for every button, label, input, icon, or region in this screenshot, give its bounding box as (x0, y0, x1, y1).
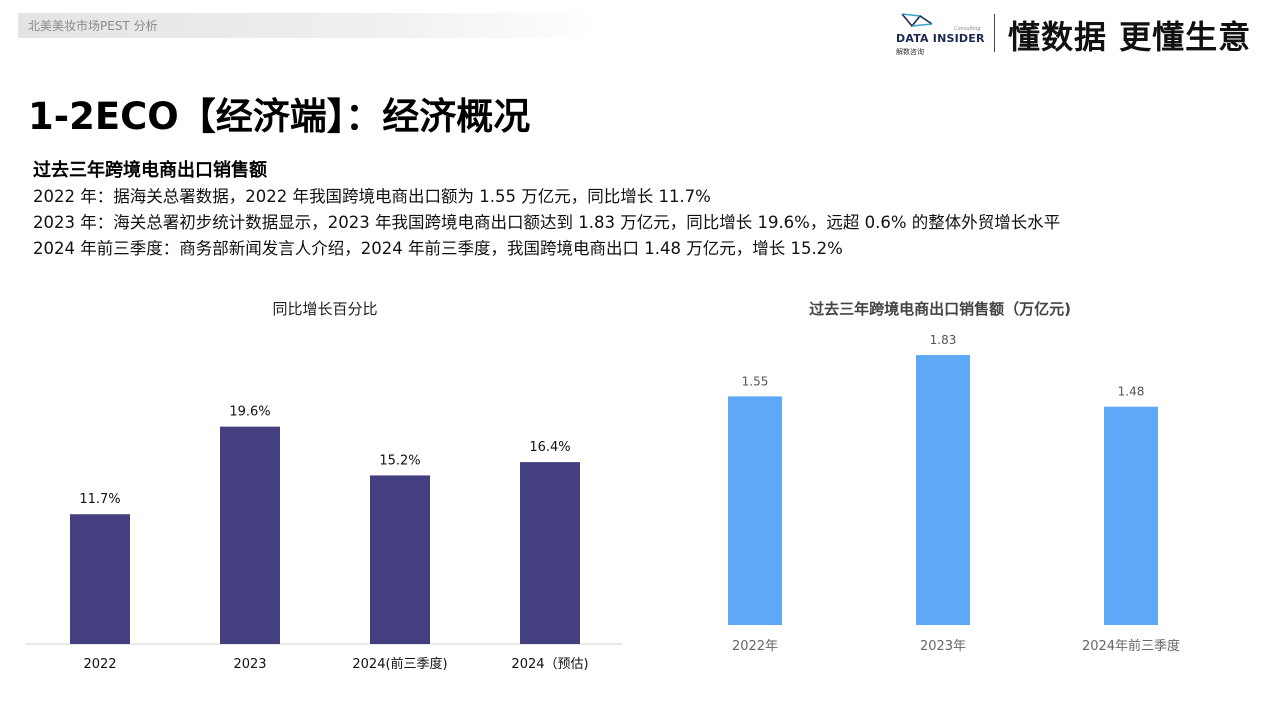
logo-consulting-text: Consulting (954, 26, 981, 32)
sales-bar-0 (728, 396, 782, 625)
page-title: 1-2ECO【经济端】：经济概况 (28, 95, 531, 138)
summary-paragraph-2024: 2024 年前三季度：商务部新闻发言人介绍，2024 年前三季度，我国跨境电商出… (33, 239, 843, 258)
growth-category-label-0: 2022 (83, 657, 116, 672)
sales-chart-title: 过去三年跨境电商出口销售额（万亿元) (809, 300, 1071, 318)
growth-category-label-3: 2024（预估) (511, 657, 588, 672)
growth-bar-1 (220, 426, 280, 644)
growth-value-label-1: 19.6% (229, 405, 270, 420)
logo-mark-icon (901, 13, 933, 28)
growth-category-label-1: 2023 (233, 657, 266, 672)
sales-value-label-0: 1.55 (742, 374, 769, 388)
growth-bar-2 (370, 475, 430, 644)
breadcrumb-bar: 北美美妆市场PEST 分析 (18, 13, 603, 38)
growth-chart-title: 同比增长百分比 (272, 300, 377, 318)
brand-divider (994, 14, 995, 52)
growth-category-label-2: 2024(前三季度) (352, 656, 447, 672)
sales-category-label-2: 2024年前三季度 (1082, 638, 1180, 654)
logo-name: DATA INSIDER (896, 32, 985, 45)
summary-block: 过去三年跨境电商出口销售额 2022 年：据海关总署数据，2022 年我国跨境电… (33, 157, 1253, 262)
sales-bar-1 (916, 355, 970, 625)
summary-paragraph-2022: 2022 年：据海关总署数据，2022 年我国跨境电商出口额为 1.55 万亿元… (33, 187, 711, 206)
slogan: 懂数据 更懂生意 (1008, 18, 1252, 56)
company-logo: Consulting DATA INSIDER 解数咨询 (896, 10, 986, 56)
logo-cn-name: 解数咨询 (896, 48, 924, 56)
growth-bar-3 (520, 462, 580, 644)
export-sales-chart: 过去三年跨境电商出口销售额（万亿元) 1.55 2022年 1.83 2023年 1.48… (660, 290, 1280, 690)
growth-value-label-3: 16.4% (529, 440, 570, 455)
growth-value-label-2: 15.2% (379, 453, 420, 468)
summary-heading: 过去三年跨境电商出口销售额 (33, 160, 267, 181)
growth-bar-0 (70, 514, 130, 644)
growth-value-label-0: 11.7% (79, 492, 120, 507)
sales-category-label-0: 2022年 (732, 639, 778, 654)
export-sales-chart-svg: 过去三年跨境电商出口销售额（万亿元) 1.55 2022年 1.83 2023年 1.48… (728, 300, 1180, 654)
sales-category-label-1: 2023年 (920, 639, 966, 654)
growth-rate-chart-svg: 同比增长百分比 11.7% 2022 19.6% 2023 15.2% 2024(前三季度)… (25, 300, 622, 672)
summary-paragraph-2023: 2023 年：海关总署初步统计数据显示，2023 年我国跨境电商出口额达到 1.… (33, 213, 1061, 232)
sales-bar-2 (1104, 406, 1158, 625)
growth-rate-chart: 同比增长百分比 11.7% 2022 19.6% 2023 15.2% 2024(前三季度)… (0, 290, 640, 690)
breadcrumb: 北美美妆市场PEST 分析 (28, 19, 158, 33)
sales-value-label-1: 1.83 (930, 333, 957, 347)
brand-header: Consulting DATA INSIDER 解数咨询 懂数据 更懂生意 (896, 10, 1268, 56)
sales-value-label-2: 1.48 (1118, 385, 1145, 399)
